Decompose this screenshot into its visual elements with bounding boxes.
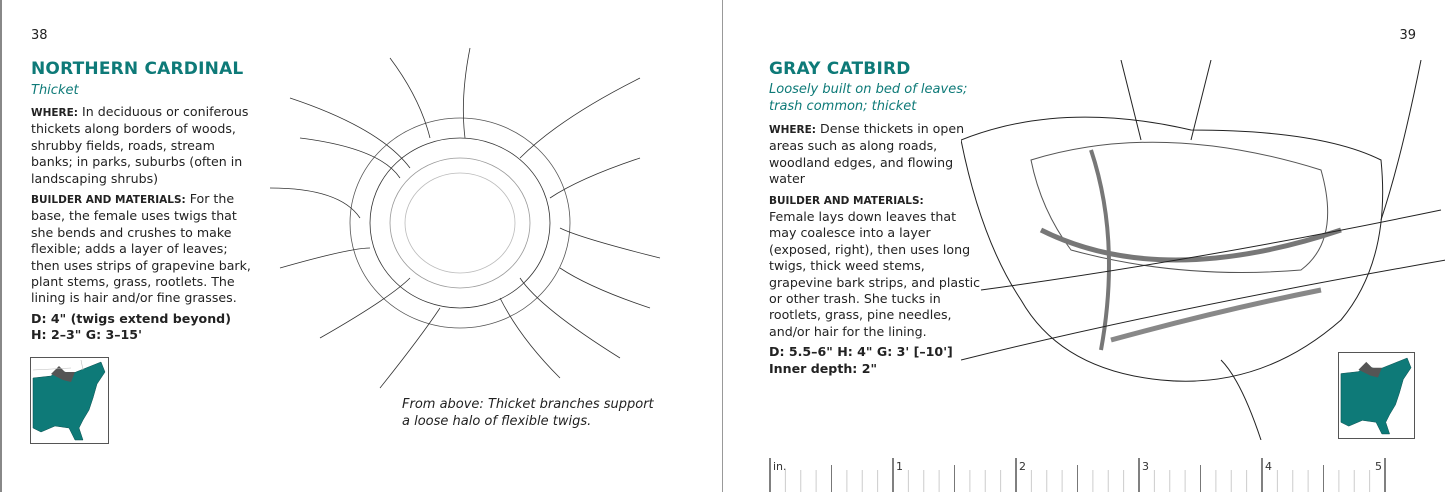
builder-text: Female lays down leaves that may coalesc… (769, 209, 981, 339)
where-label: WHERE: (769, 124, 816, 136)
builder-label: BUILDER AND MATERIALS: (31, 194, 186, 207)
builder-label: BUILDER AND MATERIALS: (769, 194, 924, 207)
dimensions-line-2: H: 2–3" G: 3–15' (31, 327, 142, 343)
left-page: 38 NORTHERN CARDINAL Thicket WHERE: In d… (0, 0, 722, 492)
ruler-label: 5 (1375, 460, 1382, 473)
nest-type: Loosely built on bed of leaves; trash co… (769, 81, 967, 115)
dimensions-line-1: D: 5.5–6" H: 4" G: 3' [–10'] (769, 344, 953, 360)
dimensions-line-1: D: 4" (twigs extend beyond) (31, 310, 231, 326)
range-map-icon (32, 359, 106, 441)
range-map-icon (1340, 357, 1412, 435)
page-number: 39 (1399, 28, 1416, 43)
caption-line-2: a loose halo of flexible twigs. (402, 414, 592, 429)
where-text: In deciduous or coniferous thickets alon… (31, 104, 249, 186)
ruler-label: 4 (1265, 460, 1272, 473)
species-title: NORTHERN CARDINAL (31, 59, 244, 79)
ruler-label: 3 (1142, 460, 1149, 473)
range-map (30, 357, 109, 444)
right-page: 39 GRAY CATBIRD Loosely built on bed of … (722, 0, 1445, 492)
caption-line-1: From above: Thicket branches support (402, 397, 654, 412)
species-description: WHERE: In deciduous or coniferous thicke… (31, 104, 259, 344)
page-number: 38 (31, 28, 48, 43)
ruler-label: 1 (896, 460, 903, 473)
nest-type-line-2: trash common; thicket (769, 99, 917, 114)
ruler-label: 2 (1019, 460, 1026, 473)
nest-type: Thicket (31, 83, 79, 98)
builder-text: For the base, the female uses twigs that… (31, 191, 251, 306)
species-title: GRAY CATBIRD (769, 59, 911, 79)
species-description: WHERE: Dense thickets in open areas such… (769, 121, 987, 377)
where-text: Dense thickets in open areas such as alo… (769, 121, 965, 187)
nest-illustration (961, 60, 1445, 440)
nest-type-line-1: Loosely built on bed of leaves; (769, 82, 968, 97)
nest-illustration (269, 47, 661, 389)
illustration-caption: From above: Thicket branches support a l… (402, 396, 654, 430)
ruler-unit-label: in. (773, 460, 787, 473)
where-label: WHERE: (31, 107, 78, 119)
dimensions-line-2: Inner depth: 2" (769, 360, 878, 376)
inch-ruler (769, 458, 1386, 492)
range-map (1338, 352, 1415, 439)
